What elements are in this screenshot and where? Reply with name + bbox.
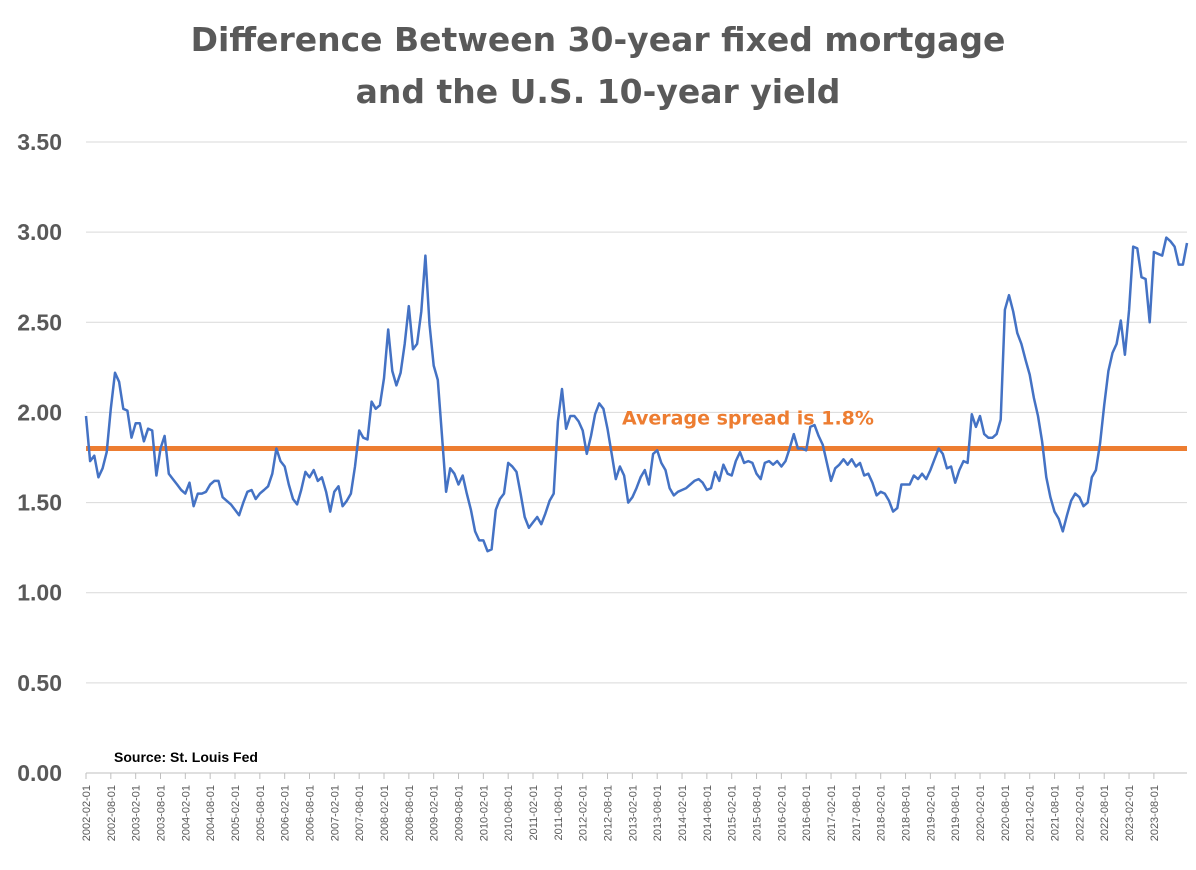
x-tick-label: 2022-08-01 bbox=[1099, 785, 1111, 841]
x-tick-label: 2014-02-01 bbox=[677, 785, 689, 841]
x-tick-label: 2011-02-01 bbox=[528, 785, 540, 840]
series-group bbox=[84, 236, 1189, 553]
y-tick-label: 0.50 bbox=[17, 670, 62, 696]
x-tick-label: 2007-08-01 bbox=[354, 785, 366, 841]
x-tick-label: 2010-08-01 bbox=[503, 785, 515, 841]
x-tick-label: 2007-02-01 bbox=[329, 785, 341, 841]
x-tick-label: 2002-02-01 bbox=[81, 785, 93, 841]
chart-title-line-1: Difference Between 30-year fixed mortgag… bbox=[190, 20, 1006, 59]
x-tick-label: 2015-08-01 bbox=[752, 785, 764, 841]
x-tick-label: 2013-08-01 bbox=[652, 785, 664, 841]
average-line-group: Average spread is 1.8% bbox=[86, 407, 1187, 451]
x-tick-label: 2011-08-01 bbox=[553, 785, 565, 840]
source-note: Source: St. Louis Fed bbox=[114, 749, 258, 765]
x-tick-label: 2014-08-01 bbox=[702, 785, 714, 841]
x-tick-label: 2009-08-01 bbox=[454, 785, 466, 841]
x-tick-label: 2021-02-01 bbox=[1025, 785, 1037, 841]
x-tick-label: 2015-02-01 bbox=[727, 785, 739, 841]
x-tick-label: 2002-08-01 bbox=[106, 785, 118, 841]
x-tick-label: 2016-02-01 bbox=[776, 785, 788, 841]
y-tick-label: 3.50 bbox=[17, 129, 62, 155]
x-tick-label: 2023-02-01 bbox=[1124, 785, 1136, 841]
x-tick-label: 2008-02-01 bbox=[379, 785, 391, 841]
spread-series-line bbox=[84, 236, 1189, 553]
x-tick-label: 2004-08-01 bbox=[205, 785, 217, 841]
x-tick-label: 2017-02-01 bbox=[826, 785, 838, 841]
x-tick-label: 2020-02-01 bbox=[975, 785, 987, 841]
x-tick-label: 2006-08-01 bbox=[305, 785, 317, 841]
x-tick-label: 2005-08-01 bbox=[255, 785, 267, 841]
x-tick-label: 2012-08-01 bbox=[603, 785, 615, 841]
y-axis-tick-labels: 0.00 0.50 1.00 1.50 2.00 2.50 3.00 3.50 bbox=[17, 129, 62, 786]
x-axis bbox=[85, 772, 1187, 779]
x-tick-label: 2006-02-01 bbox=[280, 785, 292, 841]
x-tick-label: 2019-08-01 bbox=[950, 785, 962, 841]
y-tick-label: 2.50 bbox=[17, 309, 62, 335]
x-tick-label: 2003-02-01 bbox=[131, 785, 143, 841]
x-tick-label: 2020-08-01 bbox=[1000, 785, 1012, 841]
x-tick-label: 2019-02-01 bbox=[925, 785, 937, 841]
y-tick-label: 3.00 bbox=[17, 219, 62, 245]
y-tick-label: 0.00 bbox=[17, 760, 62, 786]
x-tick-label: 2018-08-01 bbox=[901, 785, 913, 841]
x-tick-label: 2018-02-01 bbox=[876, 785, 888, 841]
average-line-label: Average spread is 1.8% bbox=[622, 407, 874, 429]
x-tick-label: 2008-08-01 bbox=[404, 785, 416, 841]
y-tick-label: 2.00 bbox=[17, 399, 62, 425]
y-tick-label: 1.50 bbox=[17, 490, 62, 516]
x-tick-label: 2022-02-01 bbox=[1074, 785, 1086, 841]
y-tick-label: 1.00 bbox=[17, 580, 62, 606]
gridlines bbox=[86, 141, 1187, 684]
x-tick-label: 2012-02-01 bbox=[578, 785, 590, 841]
x-tick-label: 2003-08-01 bbox=[156, 785, 168, 841]
x-tick-label: 2016-08-01 bbox=[801, 785, 813, 841]
x-tick-label: 2021-08-01 bbox=[1050, 785, 1062, 841]
x-tick-label: 2017-08-01 bbox=[851, 785, 863, 841]
x-axis-tick-labels: 2002-02-01 2002-08-01 2003-02-01 2003-08-01… bbox=[81, 785, 1161, 841]
x-tick-label: 2010-02-01 bbox=[478, 785, 490, 841]
x-tick-label: 2009-02-01 bbox=[429, 785, 441, 841]
chart-title-line-2: and the U.S. 10-year yield bbox=[355, 72, 841, 111]
x-tick-label: 2005-02-01 bbox=[230, 785, 242, 841]
x-tick-label: 2013-02-01 bbox=[627, 785, 639, 841]
x-tick-label: 2004-02-01 bbox=[180, 785, 192, 841]
x-tick-label: 2023-08-01 bbox=[1149, 785, 1161, 841]
